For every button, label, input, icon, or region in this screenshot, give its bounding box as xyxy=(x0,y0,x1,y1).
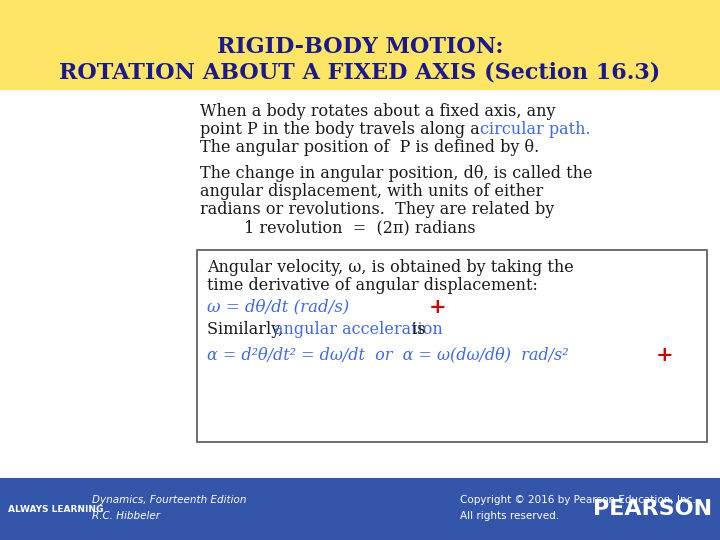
Text: ALWAYS LEARNING: ALWAYS LEARNING xyxy=(8,504,104,514)
Text: is: is xyxy=(407,321,426,339)
Text: angular displacement, with units of either: angular displacement, with units of eith… xyxy=(200,183,544,199)
FancyBboxPatch shape xyxy=(0,0,720,90)
Text: time derivative of angular displacement:: time derivative of angular displacement: xyxy=(207,276,538,294)
FancyBboxPatch shape xyxy=(197,250,707,442)
Text: ω = dθ/dt (rad/s): ω = dθ/dt (rad/s) xyxy=(207,299,360,315)
Text: point P in the body travels along a: point P in the body travels along a xyxy=(200,122,485,138)
FancyBboxPatch shape xyxy=(0,478,720,540)
Text: Copyright © 2016 by Pearson Education, Inc.: Copyright © 2016 by Pearson Education, I… xyxy=(460,495,696,505)
Text: Angular velocity, ω, is obtained by taking the: Angular velocity, ω, is obtained by taki… xyxy=(207,259,574,275)
Text: Similarly,: Similarly, xyxy=(207,321,289,339)
Text: The change in angular position, dθ, is called the: The change in angular position, dθ, is c… xyxy=(200,165,593,181)
Text: Dynamics, Fourteenth Edition: Dynamics, Fourteenth Edition xyxy=(92,495,246,505)
Text: When a body rotates about a fixed axis, any: When a body rotates about a fixed axis, … xyxy=(200,104,556,120)
Text: ROTATION ABOUT A FIXED AXIS (Section 16.3): ROTATION ABOUT A FIXED AXIS (Section 16.… xyxy=(59,62,661,84)
Text: R.C. Hibbeler: R.C. Hibbeler xyxy=(92,511,160,521)
Text: RIGID-BODY MOTION:: RIGID-BODY MOTION: xyxy=(217,36,503,58)
Text: The angular position of  P is defined by θ.: The angular position of P is defined by … xyxy=(200,139,539,157)
FancyBboxPatch shape xyxy=(0,90,720,478)
Text: circular path.: circular path. xyxy=(480,122,590,138)
Text: 1 revolution  =  (2π) radians: 1 revolution = (2π) radians xyxy=(244,219,476,237)
Text: All rights reserved.: All rights reserved. xyxy=(460,511,559,521)
Text: α = d²θ/dt² = dω/dt  or  α = ω(dω/dθ)  rad/s²: α = d²θ/dt² = dω/dt or α = ω(dω/dθ) rad/… xyxy=(207,347,579,363)
Text: +: + xyxy=(656,345,674,365)
Text: PEARSON: PEARSON xyxy=(593,499,712,519)
Text: +: + xyxy=(429,297,446,317)
Text: radians or revolutions.  They are related by: radians or revolutions. They are related… xyxy=(200,200,554,218)
Text: angular acceleration: angular acceleration xyxy=(274,321,443,339)
